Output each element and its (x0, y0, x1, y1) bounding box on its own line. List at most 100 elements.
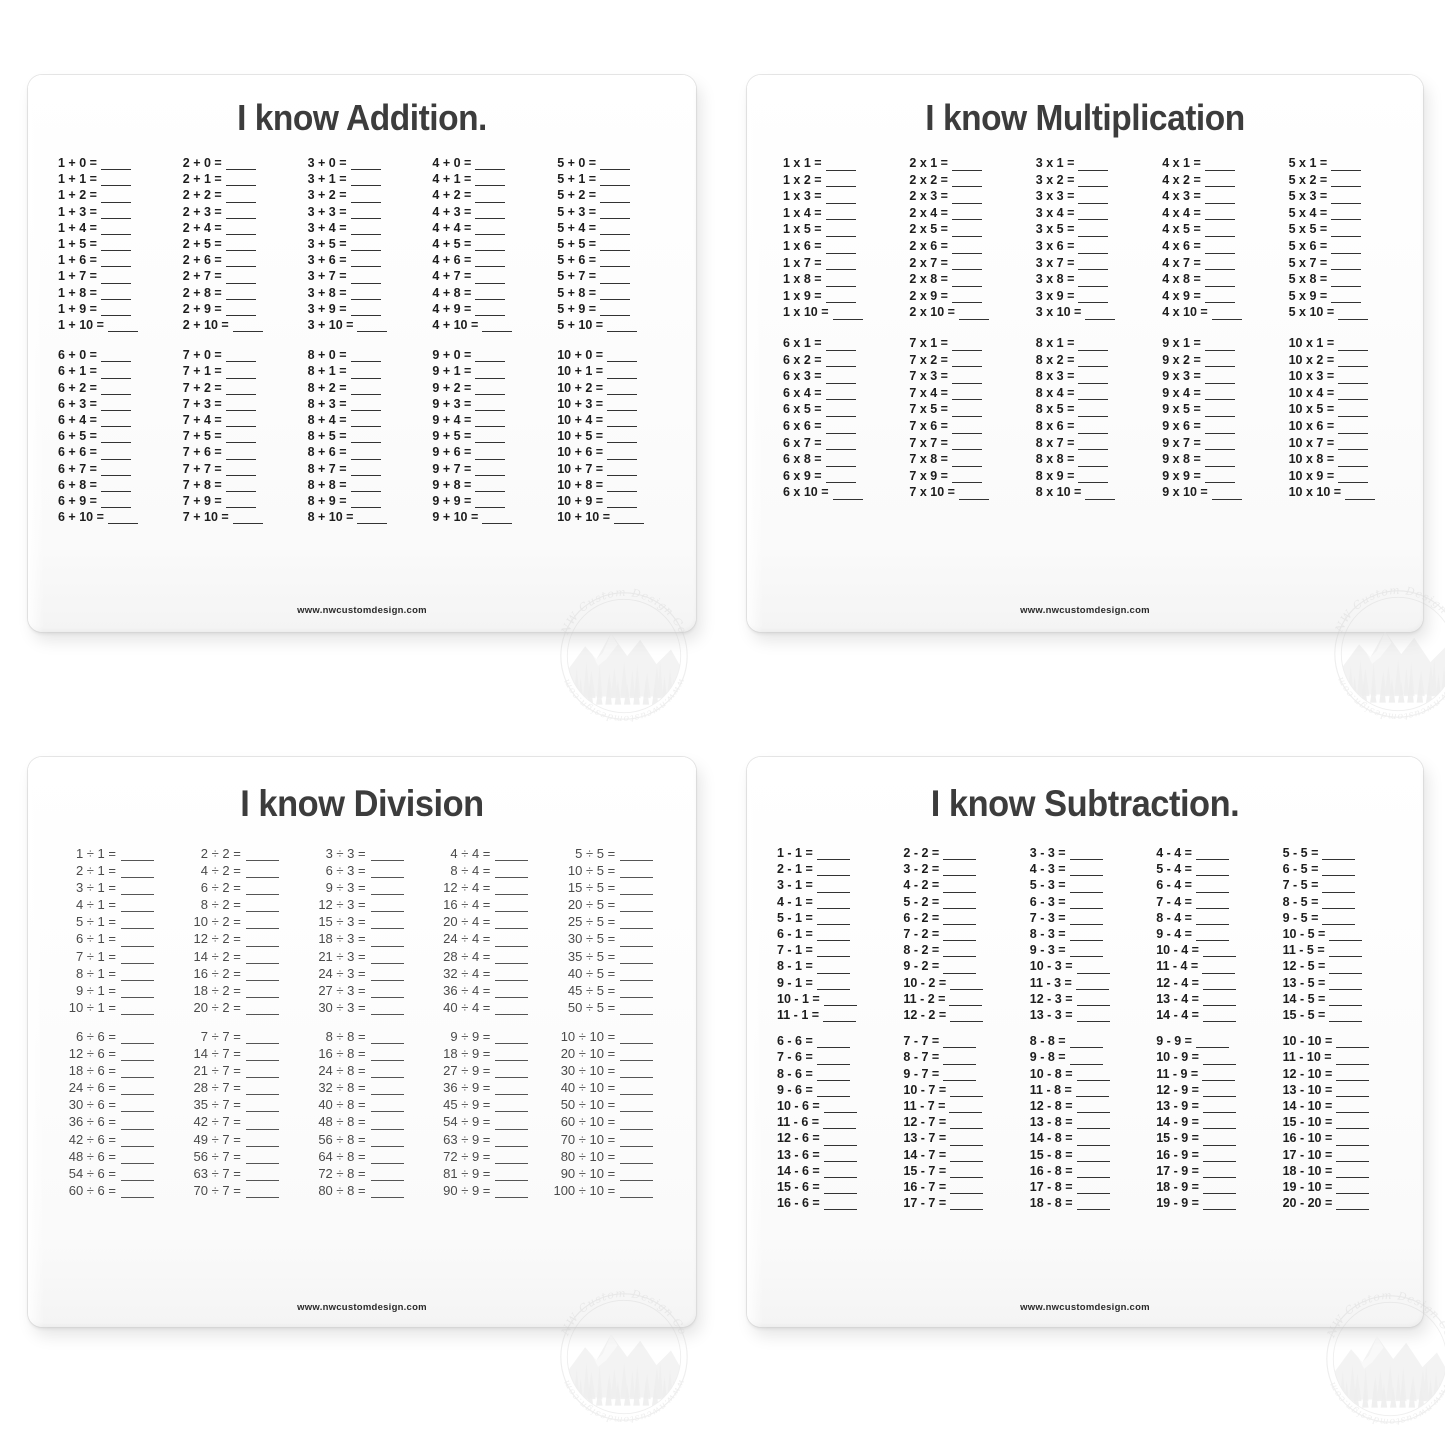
answer-blank[interactable] (1345, 489, 1376, 500)
answer-blank[interactable] (350, 192, 381, 203)
answer-blank[interactable] (475, 481, 506, 493)
answer-blank[interactable] (475, 416, 506, 428)
answer-blank[interactable] (245, 1004, 279, 1015)
answer-blank[interactable] (825, 356, 856, 368)
answer-blank[interactable] (350, 416, 381, 428)
answer-blank[interactable] (475, 449, 506, 460)
answer-blank[interactable] (950, 1118, 984, 1130)
answer-blank[interactable] (225, 465, 256, 476)
answer-blank[interactable] (370, 987, 404, 998)
answer-blank[interactable] (1331, 276, 1362, 287)
answer-blank[interactable] (823, 1118, 857, 1130)
answer-blank[interactable] (1338, 472, 1369, 484)
answer-blank[interactable] (100, 240, 131, 252)
answer-blank[interactable] (100, 192, 131, 203)
answer-blank[interactable] (607, 416, 638, 428)
answer-blank[interactable] (245, 1067, 279, 1079)
answer-blank[interactable] (607, 368, 638, 379)
answer-blank[interactable] (225, 400, 256, 412)
answer-blank[interactable] (825, 340, 856, 351)
answer-blank[interactable] (495, 850, 529, 862)
answer-blank[interactable] (1338, 439, 1369, 451)
answer-blank[interactable] (825, 389, 856, 401)
answer-blank[interactable] (370, 1187, 404, 1198)
answer-blank[interactable] (495, 901, 529, 913)
answer-blank[interactable] (121, 850, 154, 862)
answer-blank[interactable] (475, 368, 506, 379)
answer-blank[interactable] (1076, 1167, 1110, 1179)
answer-blank[interactable] (350, 384, 381, 395)
answer-blank[interactable] (816, 914, 850, 926)
answer-blank[interactable] (350, 497, 381, 509)
answer-blank[interactable] (1338, 340, 1369, 351)
answer-blank[interactable] (607, 321, 638, 333)
answer-blank[interactable] (823, 1135, 857, 1146)
answer-blank[interactable] (823, 1199, 857, 1211)
answer-blank[interactable] (1202, 1151, 1236, 1162)
answer-blank[interactable] (1338, 423, 1369, 434)
answer-blank[interactable] (825, 259, 856, 271)
answer-blank[interactable] (475, 240, 506, 252)
answer-blank[interactable] (620, 1119, 654, 1130)
answer-blank[interactable] (245, 1033, 279, 1045)
answer-blank[interactable] (121, 884, 154, 896)
answer-blank[interactable] (950, 1183, 984, 1195)
answer-blank[interactable] (495, 1101, 529, 1113)
answer-blank[interactable] (1202, 1199, 1236, 1211)
answer-blank[interactable] (620, 867, 654, 879)
answer-blank[interactable] (350, 224, 381, 236)
answer-blank[interactable] (620, 1084, 654, 1096)
answer-blank[interactable] (370, 884, 404, 896)
answer-blank[interactable] (245, 1136, 279, 1147)
answer-blank[interactable] (1069, 898, 1103, 909)
answer-blank[interactable] (1069, 914, 1103, 926)
answer-blank[interactable] (350, 368, 381, 379)
answer-blank[interactable] (357, 513, 388, 525)
answer-blank[interactable] (825, 176, 856, 188)
answer-blank[interactable] (121, 1187, 154, 1198)
answer-blank[interactable] (607, 465, 638, 476)
subtraction-card[interactable]: I know Subtraction. 1 - 1 = 2 - 1 = 3 - 1 … (747, 757, 1423, 1327)
answer-blank[interactable] (245, 1084, 279, 1096)
answer-blank[interactable] (1336, 1070, 1370, 1081)
answer-blank[interactable] (1336, 1151, 1370, 1162)
answer-blank[interactable] (475, 465, 506, 476)
answer-blank[interactable] (620, 1136, 654, 1147)
answer-blank[interactable] (350, 465, 381, 476)
answer-blank[interactable] (1202, 1011, 1236, 1023)
answer-blank[interactable] (245, 1153, 279, 1164)
answer-blank[interactable] (943, 1054, 977, 1065)
answer-blank[interactable] (350, 208, 381, 219)
answer-blank[interactable] (370, 1004, 404, 1015)
answer-blank[interactable] (1075, 979, 1109, 990)
answer-blank[interactable] (100, 351, 131, 363)
answer-blank[interactable] (816, 865, 850, 877)
answer-blank[interactable] (245, 987, 279, 998)
answer-blank[interactable] (1204, 340, 1235, 351)
answer-blank[interactable] (475, 351, 506, 363)
answer-blank[interactable] (225, 432, 256, 444)
answer-blank[interactable] (951, 439, 982, 451)
answer-blank[interactable] (495, 1084, 529, 1096)
answer-blank[interactable] (825, 226, 856, 237)
answer-blank[interactable] (1078, 160, 1109, 171)
answer-blank[interactable] (825, 373, 856, 384)
answer-blank[interactable] (121, 1119, 154, 1130)
answer-blank[interactable] (225, 449, 256, 460)
answer-blank[interactable] (495, 918, 529, 930)
answer-blank[interactable] (620, 850, 654, 862)
answer-blank[interactable] (1204, 193, 1235, 204)
answer-blank[interactable] (1204, 356, 1235, 368)
answer-blank[interactable] (951, 176, 982, 188)
answer-blank[interactable] (245, 918, 279, 930)
answer-blank[interactable] (1195, 882, 1229, 893)
answer-blank[interactable] (245, 884, 279, 896)
answer-blank[interactable] (620, 901, 654, 913)
answer-blank[interactable] (943, 882, 977, 893)
answer-blank[interactable] (1331, 209, 1362, 221)
answer-blank[interactable] (1078, 456, 1109, 467)
answer-blank[interactable] (121, 1050, 154, 1062)
answer-blank[interactable] (949, 995, 983, 1007)
answer-blank[interactable] (1069, 865, 1103, 877)
answer-blank[interactable] (1202, 1118, 1236, 1130)
